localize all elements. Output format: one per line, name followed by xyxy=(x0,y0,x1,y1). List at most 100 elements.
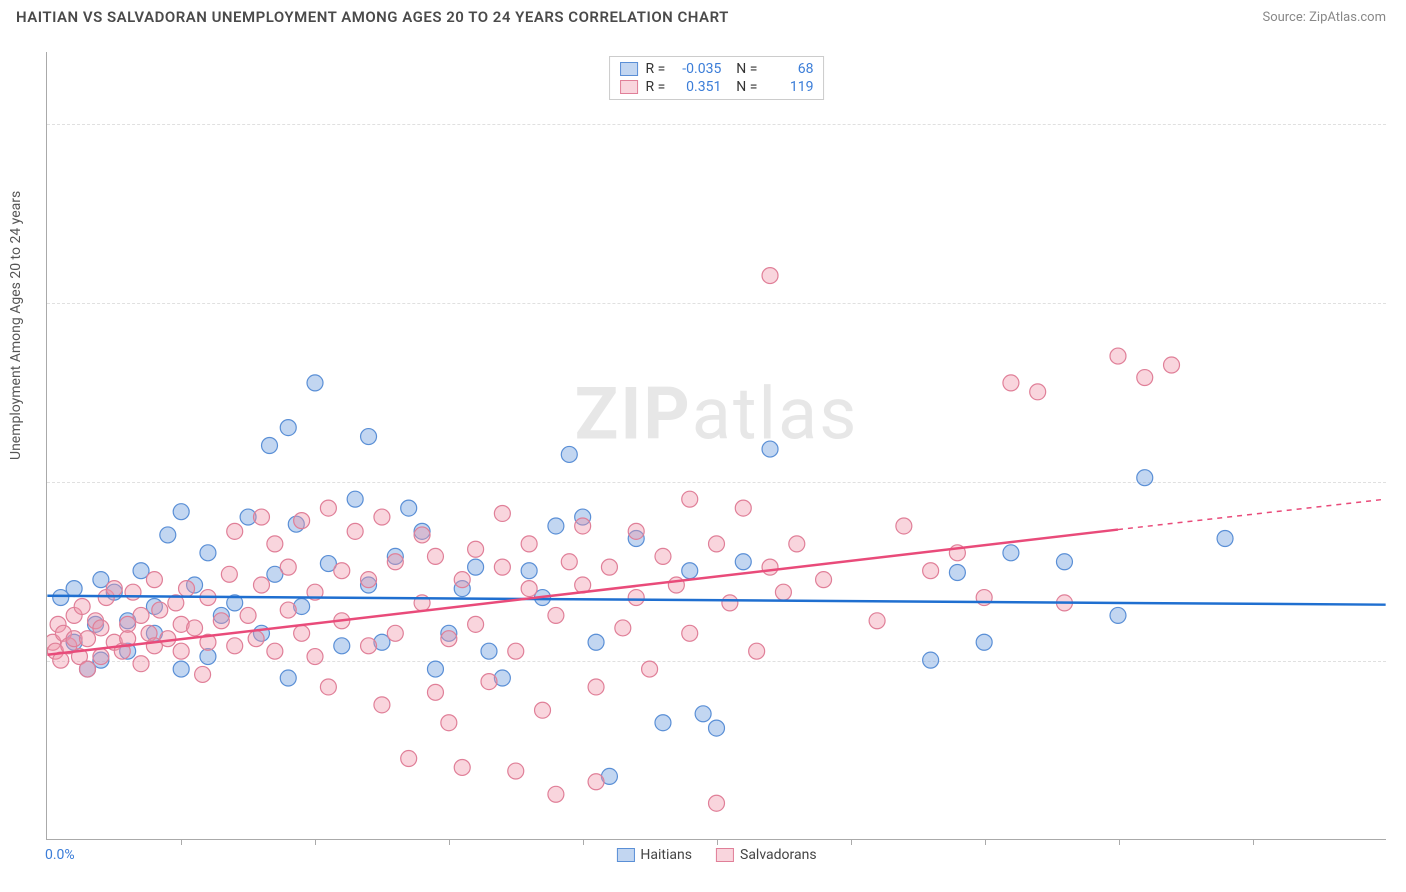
scatter-point xyxy=(521,536,537,552)
legend-stats-row: R =-0.035 N =68 xyxy=(620,61,814,77)
swatch-blue xyxy=(616,848,634,862)
y-axis-label: Unemployment Among Ages 20 to 24 years xyxy=(8,191,24,460)
scatter-point xyxy=(347,491,363,507)
scatter-point xyxy=(173,504,189,520)
scatter-point xyxy=(481,674,497,690)
scatter-point xyxy=(1030,384,1046,400)
scatter-point xyxy=(1217,531,1233,547)
scatter-point xyxy=(682,491,698,507)
scatter-point xyxy=(387,554,403,570)
x-tick-mark xyxy=(449,839,450,845)
x-tick-mark xyxy=(851,839,852,845)
scatter-point xyxy=(173,661,189,677)
scatter-point xyxy=(213,613,229,629)
scatter-point xyxy=(508,643,524,659)
scatter-point xyxy=(655,548,671,564)
scatter-point xyxy=(749,643,765,659)
scatter-point xyxy=(387,625,403,641)
scatter-point xyxy=(601,559,617,575)
scatter-point xyxy=(133,656,149,672)
scatter-point xyxy=(923,652,939,668)
legend-item: Haitians xyxy=(616,847,692,863)
scatter-point xyxy=(320,679,336,695)
legend-stats-row: R =0.351 N =119 xyxy=(620,79,814,95)
scatter-point xyxy=(1110,607,1126,623)
scatter-point xyxy=(334,563,350,579)
scatter-point xyxy=(173,643,189,659)
scatter-point xyxy=(976,634,992,650)
x-tick-mark xyxy=(717,839,718,845)
x-tick-mark xyxy=(583,839,584,845)
scatter-point xyxy=(374,697,390,713)
scatter-point xyxy=(588,774,604,790)
scatter-point xyxy=(655,715,671,731)
scatter-point xyxy=(253,509,269,525)
scatter-point xyxy=(361,429,377,445)
scatter-point xyxy=(468,616,484,632)
scatter-point xyxy=(468,541,484,557)
scatter-point xyxy=(280,602,296,618)
scatter-point xyxy=(427,661,443,677)
scatter-point xyxy=(187,620,203,636)
scatter-point xyxy=(869,613,885,629)
scatter-point xyxy=(125,584,141,600)
scatter-point xyxy=(949,565,965,581)
scatter-point xyxy=(1003,545,1019,561)
scatter-point xyxy=(1164,357,1180,373)
scatter-point xyxy=(200,545,216,561)
scatter-point xyxy=(695,706,711,722)
scatter-point xyxy=(682,563,698,579)
scatter-point xyxy=(280,559,296,575)
scatter-point xyxy=(762,441,778,457)
scatter-point xyxy=(762,559,778,575)
scatter-point xyxy=(494,505,510,521)
scatter-point xyxy=(535,702,551,718)
scatter-point xyxy=(642,661,658,677)
x-tick-mark xyxy=(1253,839,1254,845)
scatter-point xyxy=(248,631,264,647)
scatter-point xyxy=(401,500,417,516)
scatter-point xyxy=(179,581,195,597)
x-tick-min: 0.0% xyxy=(45,847,75,863)
scatter-point xyxy=(508,763,524,779)
scatter-point xyxy=(80,661,96,677)
scatter-point xyxy=(93,649,109,665)
scatter-point xyxy=(481,643,497,659)
scatter-point xyxy=(240,607,256,623)
scatter-point xyxy=(66,581,82,597)
scatter-point xyxy=(294,513,310,529)
scatter-point xyxy=(548,607,564,623)
scatter-point xyxy=(548,518,564,534)
scatter-point xyxy=(253,577,269,593)
scatter-point xyxy=(1003,375,1019,391)
x-tick-mark xyxy=(1119,839,1120,845)
scatter-point xyxy=(160,527,176,543)
scatter-point xyxy=(414,527,430,543)
scatter-point xyxy=(280,670,296,686)
scatter-point xyxy=(1137,470,1153,486)
legend-label: Haitians xyxy=(640,847,692,863)
trend-line-extrapolated xyxy=(1118,499,1386,529)
x-tick-mark xyxy=(985,839,986,845)
scatter-point xyxy=(561,554,577,570)
scatter-point xyxy=(735,554,751,570)
scatter-point xyxy=(575,518,591,534)
legend-bottom: Haitians Salvadorans xyxy=(616,847,816,863)
scatter-point xyxy=(1056,554,1072,570)
scatter-point xyxy=(709,795,725,811)
scatter-point xyxy=(133,607,149,623)
scatter-point xyxy=(106,581,122,597)
legend-item: Salvadorans xyxy=(716,847,817,863)
legend-stats: R =-0.035 N =68 R =0.351 N =119 xyxy=(609,56,825,100)
scatter-point xyxy=(307,375,323,391)
chart-area: ZIPatlas R =-0.035 N =68 R =0.351 N =119… xyxy=(46,52,1386,840)
scatter-point xyxy=(494,559,510,575)
scatter-point xyxy=(816,572,832,588)
scatter-point xyxy=(709,536,725,552)
scatter-point xyxy=(74,598,90,614)
scatter-point xyxy=(1110,348,1126,364)
scatter-point xyxy=(521,563,537,579)
scatter-point xyxy=(200,649,216,665)
legend-label: Salvadorans xyxy=(740,847,817,863)
scatter-point xyxy=(735,500,751,516)
